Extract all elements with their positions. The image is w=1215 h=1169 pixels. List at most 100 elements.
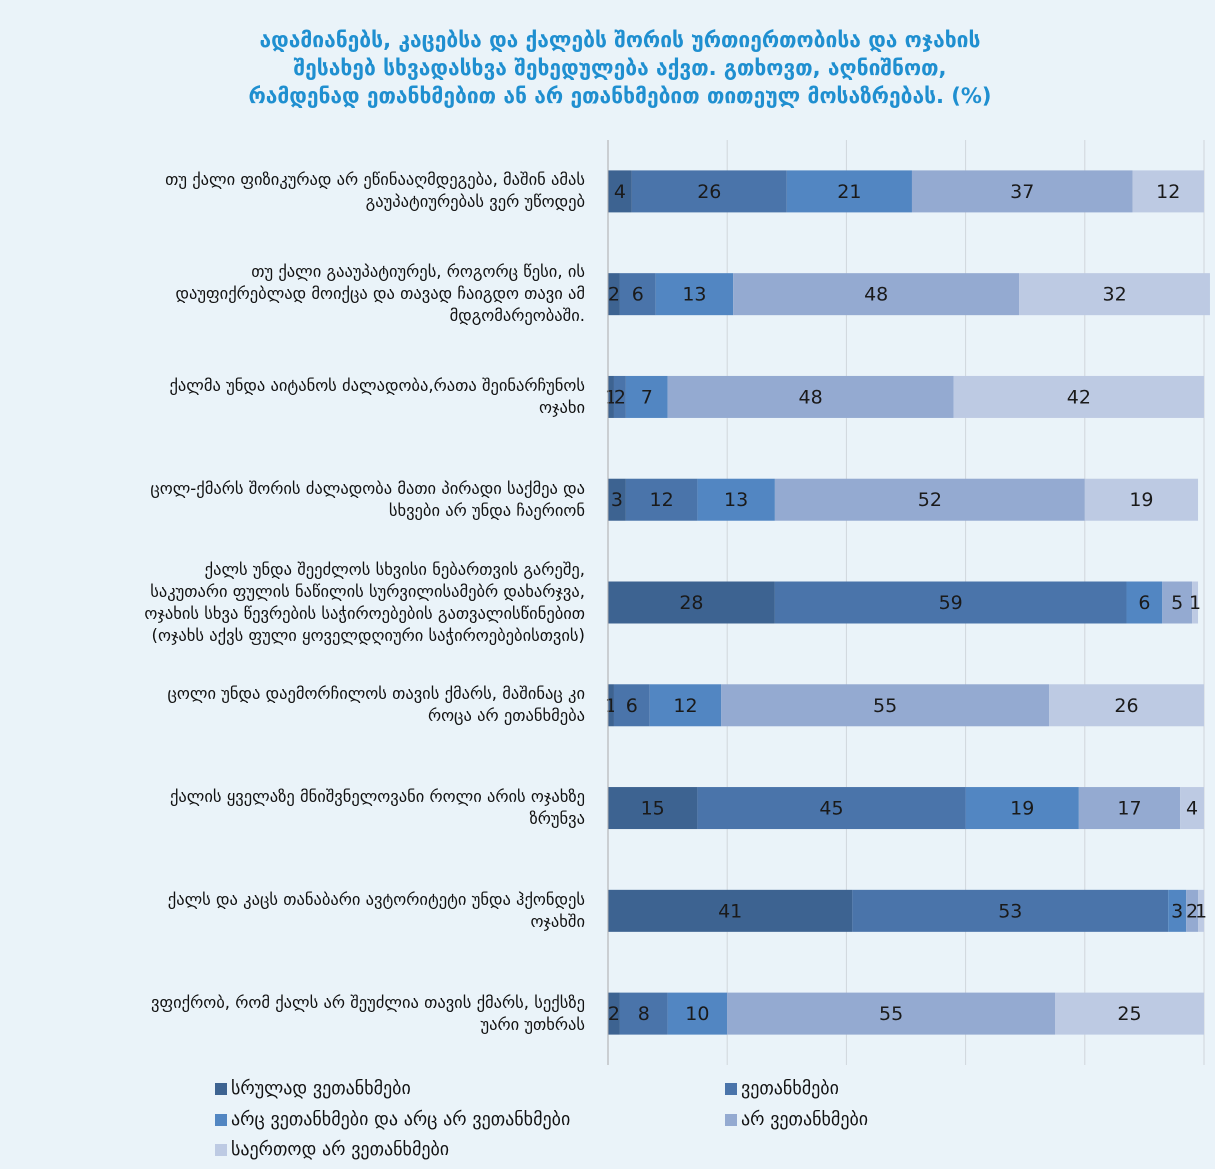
bar-segment <box>1078 787 1181 830</box>
bar-segment <box>655 273 734 316</box>
bar-segment <box>608 478 626 521</box>
value-label: 2 <box>608 284 620 306</box>
value-label: 4 <box>614 181 626 203</box>
bar-segment <box>608 273 620 316</box>
value-label: 53 <box>998 900 1022 922</box>
bar-segment <box>608 581 775 624</box>
category-label: თუ ქალი გააუპატიურეს, როგორც წესი, ის და… <box>175 262 585 326</box>
category-label: ცოლი უნდა დაემორჩილოს თავის ქმარს, მაშინ… <box>167 684 585 726</box>
bar-segment <box>774 581 1127 624</box>
bar-segment <box>1126 581 1163 624</box>
bar-segment <box>733 273 1020 316</box>
value-label: 6 <box>632 284 644 306</box>
category-label: ქალს უნდა შეეძლოს სხვისი ნებართვის გარეშ… <box>144 559 585 645</box>
bar-segment <box>1162 581 1193 624</box>
value-label: 2 <box>1186 900 1198 922</box>
category-label: ქალმა უნდა აიტანოს ძალადობა,რათა შეინარჩ… <box>169 375 585 417</box>
bar-segment <box>1019 273 1210 316</box>
value-label: 10 <box>685 1003 709 1025</box>
value-label: 1 <box>1195 900 1207 922</box>
bar-segment <box>774 478 1085 521</box>
bar-segment <box>911 170 1133 213</box>
value-label: 28 <box>679 592 703 614</box>
bar-segment <box>625 478 698 521</box>
legend-label: არ ვეთანხმები <box>741 1109 868 1130</box>
category-label: თუ ქალი ფიზიკურად არ ეწინააღმდეგება, მაშ… <box>165 170 585 212</box>
value-label: 2 <box>608 1003 620 1025</box>
value-label: 32 <box>1103 284 1127 306</box>
bar-segment <box>727 992 1055 1035</box>
bar-segment <box>1132 170 1204 213</box>
bar-segment <box>1084 478 1199 521</box>
value-label: 26 <box>697 181 721 203</box>
value-label: 45 <box>819 798 843 820</box>
category-label: ქალს და კაცს თანაბარი ავტორიტეტი უნდა ჰქ… <box>167 889 585 931</box>
bar-segment <box>786 170 912 213</box>
value-label: 15 <box>641 798 665 820</box>
value-label: 21 <box>837 181 861 203</box>
value-label: 25 <box>1117 1003 1141 1025</box>
bar-segment <box>649 684 722 727</box>
bar-segment <box>608 684 614 727</box>
legend-label: სრულად ვეთანხმები <box>231 1078 411 1099</box>
bar-segment <box>619 992 668 1035</box>
value-label: 26 <box>1114 695 1138 717</box>
value-label: 41 <box>718 900 742 922</box>
bar-segment <box>697 787 966 830</box>
value-label: 12 <box>1156 181 1180 203</box>
bar-segment <box>965 787 1079 830</box>
value-label: 12 <box>673 695 697 717</box>
legend-label: საერთოდ არ ვეთანხმები <box>231 1139 449 1160</box>
bar-segment <box>619 273 656 316</box>
bar-segment <box>1055 992 1204 1035</box>
value-label: 19 <box>1010 798 1034 820</box>
bar-segment <box>608 170 632 213</box>
value-label: 48 <box>864 284 888 306</box>
value-label: 17 <box>1117 798 1141 820</box>
value-label: 59 <box>939 592 963 614</box>
value-label: 42 <box>1067 386 1091 408</box>
bar-segment <box>1049 684 1204 727</box>
bar-segment <box>1186 889 1199 932</box>
legend-swatch <box>215 1114 227 1126</box>
legend-swatch <box>725 1114 737 1126</box>
bar-segment <box>667 375 954 418</box>
bar-segment <box>721 684 1050 727</box>
legend-label: ვეთანხმები <box>741 1078 839 1099</box>
category-label: ცოლ-ქმარს შორის ძალადობა მათი პირადი საქ… <box>150 478 585 520</box>
bar-segment <box>667 992 728 1035</box>
value-label: 13 <box>724 489 748 511</box>
legend-swatch <box>725 1083 737 1095</box>
bar-segment <box>953 375 1204 418</box>
value-label: 7 <box>641 386 653 408</box>
value-label: 55 <box>873 695 897 717</box>
category-label: ქალის ყველაზე მნიშვნელოვანი როლი არის ოჯ… <box>169 787 585 829</box>
value-label: 12 <box>650 489 674 511</box>
value-label: 5 <box>1171 592 1183 614</box>
bar-segment <box>608 889 853 932</box>
bar-segment <box>1180 787 1204 830</box>
legend-swatch <box>215 1144 227 1156</box>
value-label: 13 <box>682 284 706 306</box>
bar-segment <box>625 375 668 418</box>
value-label: 1 <box>1189 592 1201 614</box>
value-label: 2 <box>614 386 626 408</box>
value-label: 4 <box>1186 798 1198 820</box>
bar-segment <box>608 992 620 1035</box>
value-label: 48 <box>799 386 823 408</box>
bar-segment <box>852 889 1169 932</box>
value-label: 52 <box>918 489 942 511</box>
value-label: 8 <box>638 1003 650 1025</box>
bar-segment <box>1168 889 1187 932</box>
category-label: ვფიქრობ, რომ ქალს არ შეუძლია თავის ქმარს… <box>151 992 585 1034</box>
legend-swatch <box>215 1083 227 1095</box>
legend-label: არც ვეთანხმები და არც არ ვეთანხმები <box>231 1109 570 1130</box>
value-label: 6 <box>626 695 638 717</box>
value-label: 3 <box>1171 900 1183 922</box>
bar-segment <box>608 375 614 418</box>
bar-segment <box>1198 889 1204 932</box>
bar-segment <box>608 787 698 830</box>
bar-segment <box>613 684 650 727</box>
